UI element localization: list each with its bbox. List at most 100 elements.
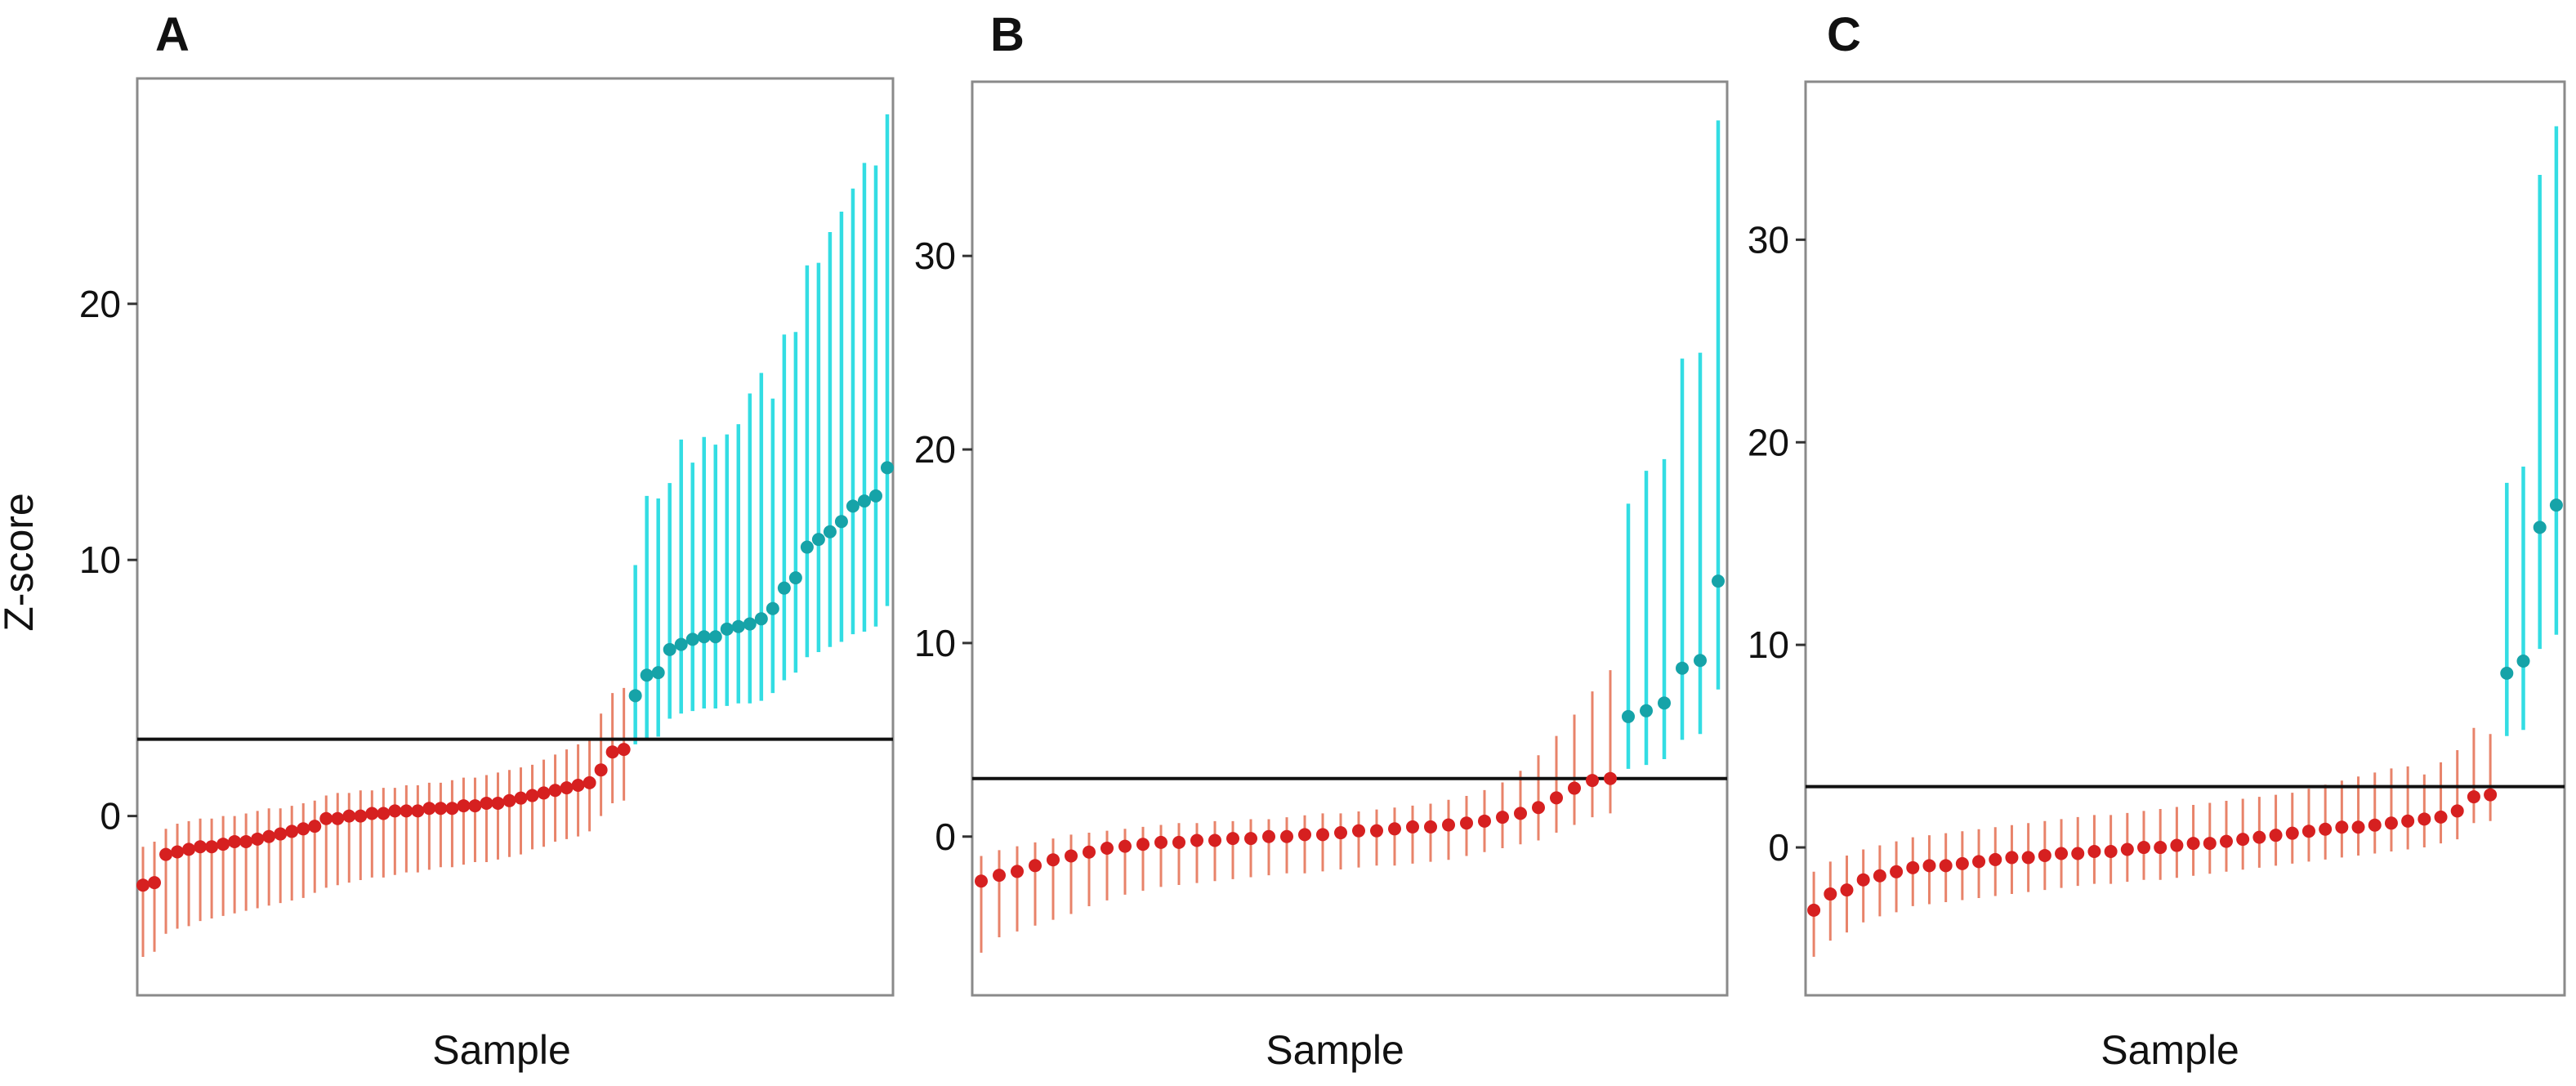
y-tick-label-c-1: 10 xyxy=(1748,623,1789,666)
panel-a: A 0 10 20 Z-score Sample xyxy=(0,8,895,1073)
point-c-19 xyxy=(2120,842,2134,856)
point-a-16 xyxy=(319,811,333,825)
point-a-6 xyxy=(205,840,219,854)
y-tick-label-b-3: 30 xyxy=(914,235,956,277)
point-c-22 xyxy=(2170,838,2184,852)
point-c-42 xyxy=(2500,666,2514,680)
point-a-58 xyxy=(800,540,814,554)
y-tick-label-a-2: 20 xyxy=(79,283,121,325)
point-c-6 xyxy=(1906,860,1920,874)
point-c-10 xyxy=(1972,855,1986,869)
point-c-28 xyxy=(2269,829,2283,842)
point-c-32 xyxy=(2335,820,2349,834)
point-b-37 xyxy=(1640,704,1653,717)
point-a-32 xyxy=(502,793,516,807)
point-c-30 xyxy=(2301,825,2315,838)
error-bars-a xyxy=(141,114,890,957)
point-a-47 xyxy=(674,637,688,651)
y-tick-label-c-0: 0 xyxy=(1768,826,1789,869)
point-b-6 xyxy=(1083,845,1096,859)
point-a-3 xyxy=(171,845,185,859)
point-a-13 xyxy=(285,825,299,838)
point-b-1 xyxy=(993,869,1006,883)
panel-b: B 0 10 20 30 Sample xyxy=(914,8,1729,1073)
point-a-25 xyxy=(422,802,436,816)
point-b-27 xyxy=(1460,816,1473,830)
point-a-27 xyxy=(445,802,459,816)
point-a-11 xyxy=(262,829,276,843)
point-c-40 xyxy=(2467,790,2480,804)
points-a xyxy=(136,461,894,892)
point-b-30 xyxy=(1514,807,1527,820)
point-b-34 xyxy=(1586,774,1599,788)
point-b-40 xyxy=(1694,654,1707,668)
point-a-55 xyxy=(766,601,779,615)
y-tick-label-b-0: 0 xyxy=(935,816,956,858)
point-b-23 xyxy=(1388,822,1401,836)
point-a-44 xyxy=(640,668,654,682)
point-a-46 xyxy=(663,642,676,656)
point-b-11 xyxy=(1172,835,1185,849)
point-a-19 xyxy=(354,809,368,823)
panel-letter-a: A xyxy=(155,8,190,61)
point-a-54 xyxy=(754,612,768,626)
point-b-32 xyxy=(1550,791,1563,805)
points-c xyxy=(1807,498,2563,917)
point-a-0 xyxy=(136,878,150,892)
y-tick-label-c-3: 30 xyxy=(1748,218,1789,261)
point-a-30 xyxy=(480,796,493,810)
x-axis-title-c: Sample xyxy=(2101,1027,2239,1073)
point-c-20 xyxy=(2137,841,2151,855)
point-b-2 xyxy=(1011,865,1024,878)
point-c-4 xyxy=(1873,869,1886,883)
point-a-18 xyxy=(342,809,356,823)
point-b-17 xyxy=(1280,829,1293,843)
point-b-33 xyxy=(1568,781,1581,795)
points-b xyxy=(975,574,1725,888)
point-c-13 xyxy=(2021,851,2035,865)
point-c-45 xyxy=(2549,498,2563,512)
point-a-36 xyxy=(548,784,562,798)
point-b-15 xyxy=(1244,832,1257,846)
point-c-41 xyxy=(2484,788,2498,802)
point-c-31 xyxy=(2319,822,2333,836)
point-c-34 xyxy=(2368,818,2382,832)
point-a-28 xyxy=(457,799,471,813)
x-axis-title-a: Sample xyxy=(432,1027,571,1073)
point-c-11 xyxy=(1989,852,2002,866)
point-c-2 xyxy=(1840,883,1854,897)
point-a-1 xyxy=(148,876,162,890)
point-c-43 xyxy=(2516,654,2530,668)
point-a-51 xyxy=(720,622,734,636)
point-c-12 xyxy=(2005,851,2019,865)
point-a-61 xyxy=(834,515,848,529)
point-b-24 xyxy=(1406,820,1419,833)
point-a-29 xyxy=(468,799,482,813)
point-c-15 xyxy=(2055,847,2069,860)
point-a-50 xyxy=(708,630,722,644)
point-a-63 xyxy=(857,494,871,508)
y-tick-label-a-0: 0 xyxy=(100,795,121,838)
point-c-29 xyxy=(2285,826,2299,840)
point-c-14 xyxy=(2038,848,2051,862)
point-b-22 xyxy=(1370,824,1383,838)
point-c-0 xyxy=(1807,903,1821,917)
y-tick-label-a-1: 10 xyxy=(79,539,121,581)
point-a-45 xyxy=(651,666,665,680)
point-a-65 xyxy=(880,461,894,475)
plot-frame-c xyxy=(1804,80,2566,997)
point-a-33 xyxy=(514,791,528,805)
point-a-57 xyxy=(788,571,802,585)
point-a-41 xyxy=(605,745,619,759)
point-b-41 xyxy=(1712,574,1725,588)
point-b-7 xyxy=(1100,841,1114,855)
point-a-62 xyxy=(846,499,859,513)
point-a-4 xyxy=(182,842,196,856)
point-a-26 xyxy=(434,802,448,816)
point-a-39 xyxy=(583,775,596,789)
point-a-2 xyxy=(159,847,173,861)
point-b-31 xyxy=(1532,801,1545,815)
point-a-60 xyxy=(823,525,837,539)
point-c-23 xyxy=(2186,837,2200,851)
